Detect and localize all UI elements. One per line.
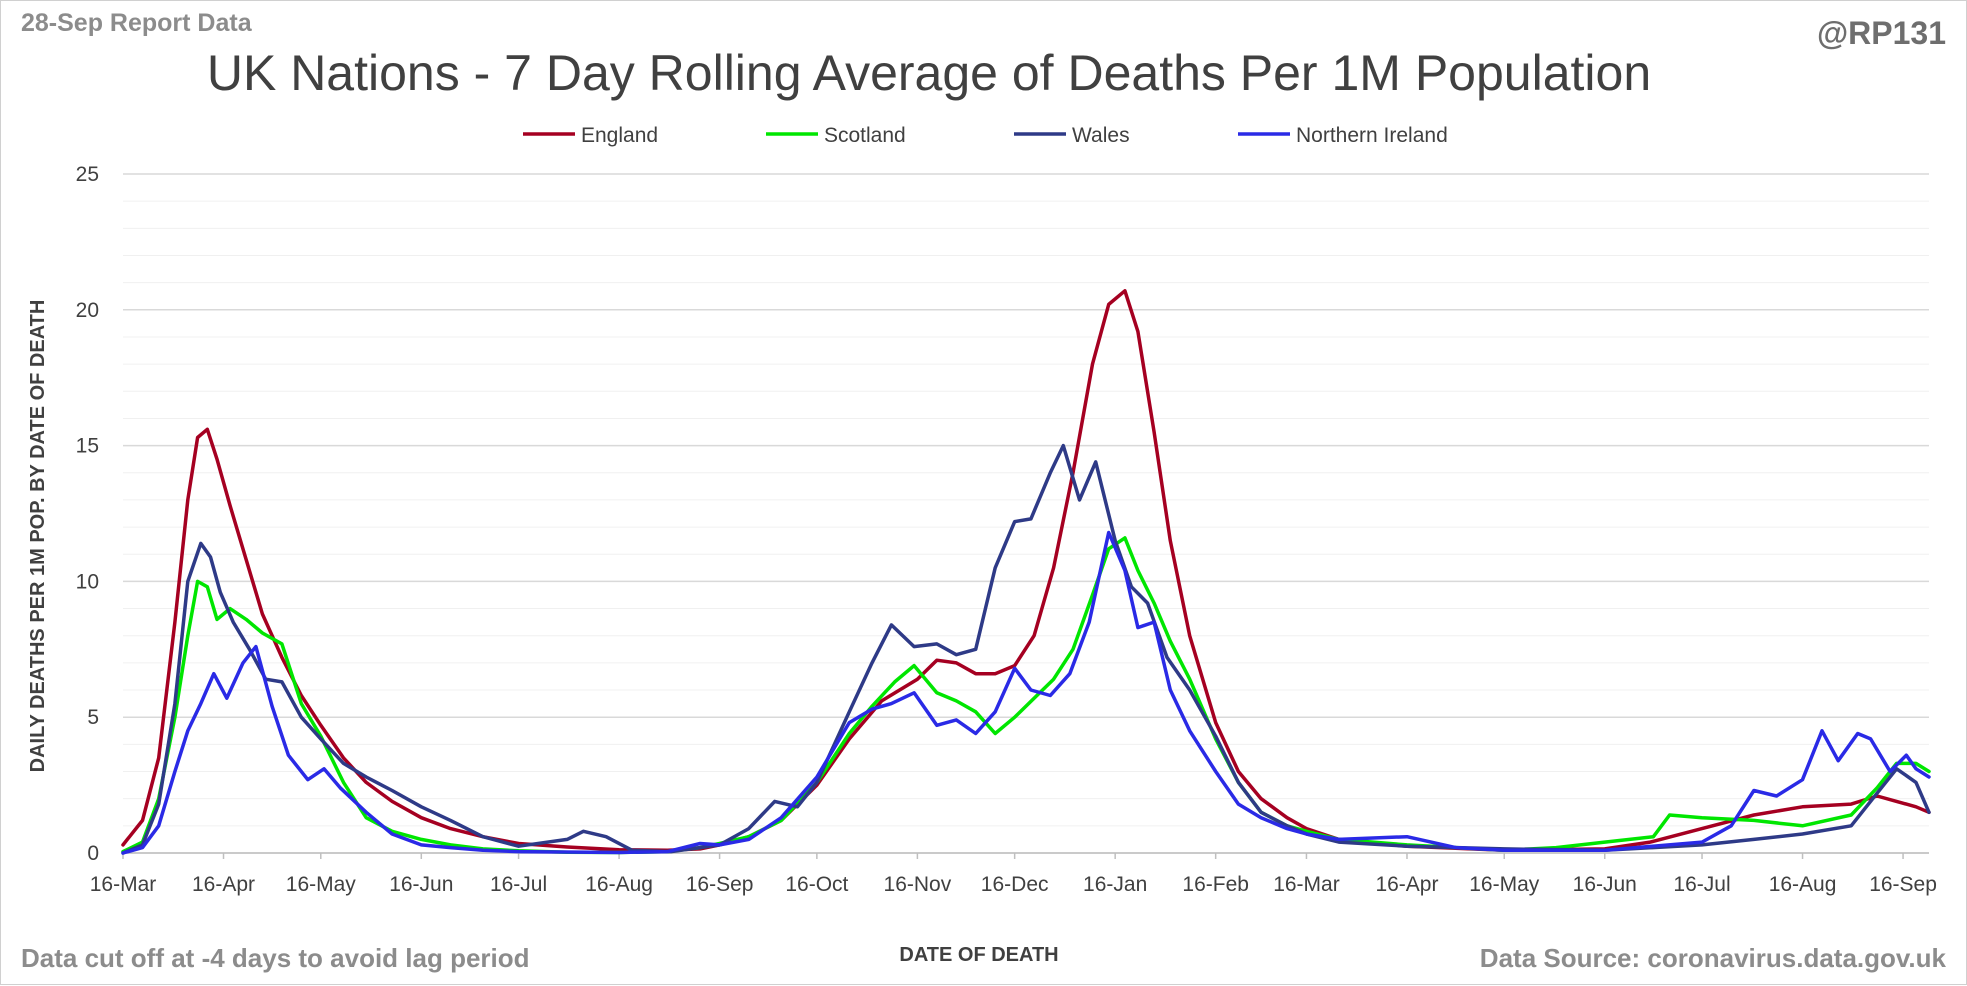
x-tick-label: 16-Jun (389, 873, 453, 896)
x-tick-label: 16-Apr (192, 873, 255, 896)
series-lines (121, 289, 1931, 855)
grid-lines (123, 173, 1929, 854)
x-tick-label: 16-Mar (1273, 873, 1340, 896)
x-axis-title: DATE OF DEATH (899, 944, 1058, 966)
legend-item-northern-ireland: Northern Ireland (1238, 124, 1448, 147)
y-axis-title: DAILY DEATHS PER 1M POP. BY DATE OF DEAT… (27, 300, 49, 773)
x-tick-label: 16-Apr (1375, 873, 1438, 896)
cutoff-note: Data cut off at -4 days to avoid lag per… (21, 943, 530, 973)
series-line-wales (121, 443, 1931, 855)
y-tick-label: 5 (87, 706, 99, 729)
x-tick-label: 16-Mar (90, 873, 157, 896)
series-line-scotland (121, 536, 1931, 855)
legend: England Scotland Wales Northern Ireland (523, 124, 1448, 147)
author-handle: @RP131 (1816, 15, 1946, 51)
x-tick-label: 16-Nov (884, 873, 952, 896)
legend-item-england: England (523, 124, 658, 147)
legend-item-wales: Wales (1014, 124, 1130, 147)
x-tick-label: 16-Oct (785, 873, 848, 896)
x-tick-label: 16-Dec (981, 873, 1049, 896)
y-tick-label: 15 (76, 435, 99, 458)
series-line-england (121, 289, 1931, 853)
report-date-label: 28-Sep Report Data (21, 9, 252, 37)
x-tick-label: 16-Aug (585, 873, 653, 896)
x-tick-label: 16-Sep (686, 873, 754, 896)
y-axis-ticks: 0 5 10 15 20 25 (76, 163, 99, 865)
legend-label: Northern Ireland (1296, 124, 1448, 147)
x-tick-label: 16-Feb (1182, 873, 1249, 896)
legend-label: Wales (1072, 124, 1130, 147)
legend-label: Scotland (824, 124, 906, 147)
x-axis-ticks: 16-Mar 16-Apr 16-May 16-Jun 16-Jul 16-Aug 16-S… (90, 853, 1937, 896)
x-tick-label: 16-Jan (1083, 873, 1147, 896)
series-line-northern-ireland (121, 530, 1931, 855)
y-tick-label: 10 (76, 570, 99, 593)
x-tick-label: 16-Jul (490, 873, 547, 896)
x-tick-label: 16-Jul (1673, 873, 1730, 896)
x-tick-label: 16-Sep (1869, 873, 1937, 896)
x-tick-label: 16-Jun (1573, 873, 1637, 896)
y-tick-label: 25 (76, 163, 99, 186)
data-source-note: Data Source: coronavirus.data.gov.uk (1479, 943, 1946, 973)
chart-title: UK Nations - 7 Day Rolling Average of De… (207, 45, 1651, 101)
legend-label: England (581, 124, 658, 147)
legend-item-scotland: Scotland (766, 124, 906, 147)
y-tick-label: 20 (76, 299, 99, 322)
x-tick-label: 16-May (286, 873, 357, 896)
y-tick-label: 0 (87, 842, 99, 865)
x-tick-label: 16-Aug (1769, 873, 1837, 896)
x-tick-label: 16-May (1469, 873, 1540, 896)
